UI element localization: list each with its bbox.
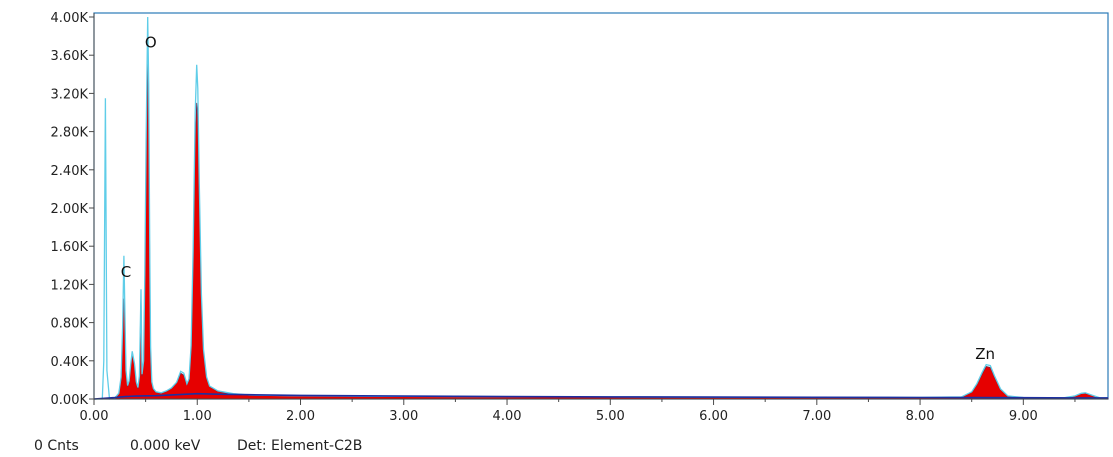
x-tick-label: 5.00 bbox=[596, 409, 625, 424]
peak-label: C bbox=[121, 263, 131, 281]
energy-readout: 0.000 keV bbox=[130, 438, 201, 454]
y-tick-label: 0.80K bbox=[51, 317, 89, 332]
series-background-line bbox=[93, 392, 1108, 400]
detector-label: Det: Element-C2B bbox=[237, 438, 363, 454]
series-spectrum-outline bbox=[94, 16, 1109, 400]
y-tick-label: 2.40K bbox=[51, 164, 89, 179]
counts-readout: 0 Cnts bbox=[34, 438, 79, 454]
y-tick-label: 0.40K bbox=[51, 355, 89, 370]
x-tick-label: 8.00 bbox=[906, 409, 935, 424]
annotation-layer: O C Zn bbox=[121, 34, 995, 363]
y-tick-label: 1.60K bbox=[51, 240, 89, 255]
y-tick-label: 4.00K bbox=[51, 11, 89, 26]
x-tick-label: 6.00 bbox=[699, 409, 728, 424]
y-tick-label: 3.60K bbox=[51, 49, 89, 64]
y-tick-label: 2.00K bbox=[51, 202, 89, 217]
y-tick-label: 3.20K bbox=[51, 87, 89, 102]
status-bar: 0 Cnts 0.000 keV Det: Element-C2B bbox=[0, 432, 1113, 457]
peak-label: Zn bbox=[975, 345, 995, 363]
series-layer bbox=[93, 16, 1109, 400]
y-tick-label: 2.80K bbox=[51, 126, 89, 141]
x-tick-label: 9.00 bbox=[1009, 409, 1038, 424]
x-tick-label: 2.00 bbox=[286, 409, 315, 424]
x-tick-label: 3.00 bbox=[389, 409, 418, 424]
x-tick-label: 0.00 bbox=[80, 409, 109, 424]
chart-frame bbox=[93, 12, 1109, 400]
x-tick-label: 1.00 bbox=[183, 409, 212, 424]
peak-label: O bbox=[145, 34, 157, 52]
x-tick-label: 4.00 bbox=[493, 409, 522, 424]
y-tick-label: 1.20K bbox=[51, 278, 89, 293]
x-tick-label: 7.00 bbox=[802, 409, 831, 424]
axes-layer: 0.00 1.00 2.00 3.00 4.00 5.00 6.00 7.00 8.00 9.00… bbox=[51, 11, 1108, 424]
y-tick-label: 0.00K bbox=[51, 393, 89, 408]
